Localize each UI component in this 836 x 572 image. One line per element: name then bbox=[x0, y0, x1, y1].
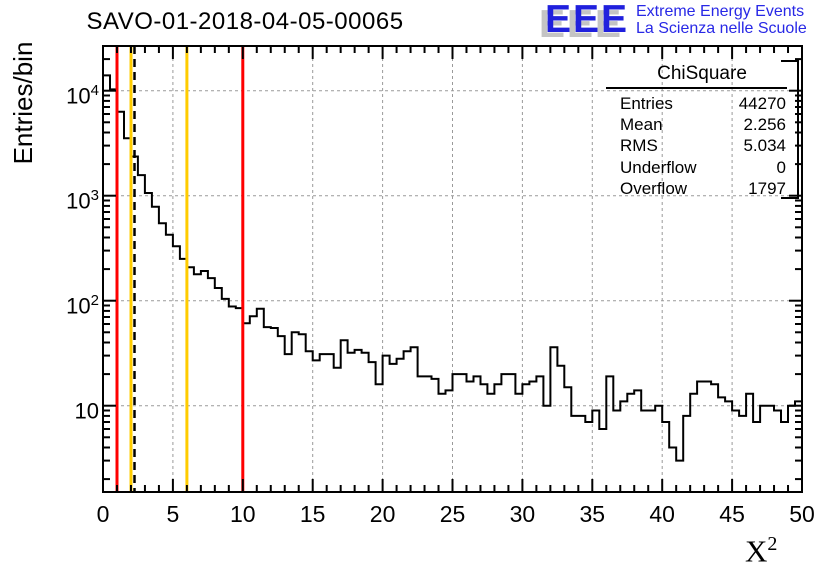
stats-row: Mean 2.256 bbox=[620, 114, 786, 135]
histogram-series bbox=[103, 74, 802, 462]
stats-row-value: 0 bbox=[776, 157, 786, 177]
x-tick-label: 35 bbox=[579, 501, 606, 527]
stats-box-border bbox=[606, 60, 799, 199]
marker-lines bbox=[115, 46, 245, 492]
x-tick-label: 20 bbox=[369, 501, 396, 527]
stats-box-rows: Entries 44270 Mean 2.256 RMS 5.034 Underflow 0 O… bbox=[620, 93, 786, 199]
x-tick-label: 25 bbox=[439, 501, 466, 527]
x-tick-label: 50 bbox=[789, 501, 815, 527]
stats-row-label: RMS bbox=[620, 136, 658, 156]
stats-row: Overflow 1797 bbox=[620, 178, 786, 199]
eee-logo-line1: Extreme Energy Events bbox=[636, 3, 805, 20]
x-tick-label: 15 bbox=[299, 501, 326, 527]
stats-row-label: Overflow bbox=[620, 178, 688, 198]
eee-logo-text: Extreme Energy Events La Scienza nelle S… bbox=[636, 3, 807, 37]
x-axis-title-base: X bbox=[745, 533, 768, 569]
y-tick-label: 10 bbox=[74, 398, 99, 424]
x-axis-title: X2 bbox=[745, 533, 777, 569]
stats-box-title: ChiSquare bbox=[657, 63, 747, 84]
eee-logo-line2: La Scienza nelle Scuole bbox=[636, 20, 807, 37]
stats-row-value: 44270 bbox=[738, 94, 786, 113]
x-tick-label: 30 bbox=[509, 501, 536, 527]
y-tick-label: 102 bbox=[66, 291, 99, 319]
x-tick-label: 45 bbox=[719, 501, 745, 527]
y-tick-label: 103 bbox=[66, 186, 99, 214]
stats-row: RMS 5.034 bbox=[620, 135, 786, 156]
stats-row-value: 5.034 bbox=[743, 136, 786, 156]
stats-row-value: 1797 bbox=[748, 178, 786, 198]
x-tick-label: 10 bbox=[230, 501, 256, 527]
axis-ticks bbox=[102, 46, 803, 492]
stats-row-label: Mean bbox=[620, 115, 663, 135]
x-tick-label: 0 bbox=[96, 501, 110, 527]
x-tick-label: 40 bbox=[649, 501, 675, 527]
page-title: SAVO-01-2018-04-05-00065 bbox=[86, 8, 404, 35]
stats-row: Underflow 0 bbox=[620, 157, 786, 178]
y-tick-label: 104 bbox=[66, 81, 99, 109]
x-tick-label: 5 bbox=[166, 501, 180, 527]
eee-logo: EEE bbox=[545, 0, 630, 41]
stats-row-label: Entries bbox=[620, 94, 673, 113]
stats-row-label: Underflow bbox=[620, 157, 697, 177]
x-axis-title-exponent: 2 bbox=[767, 533, 778, 555]
stats-row-value: 2.256 bbox=[743, 115, 786, 135]
stats-row: Entries 44270 bbox=[620, 93, 786, 114]
